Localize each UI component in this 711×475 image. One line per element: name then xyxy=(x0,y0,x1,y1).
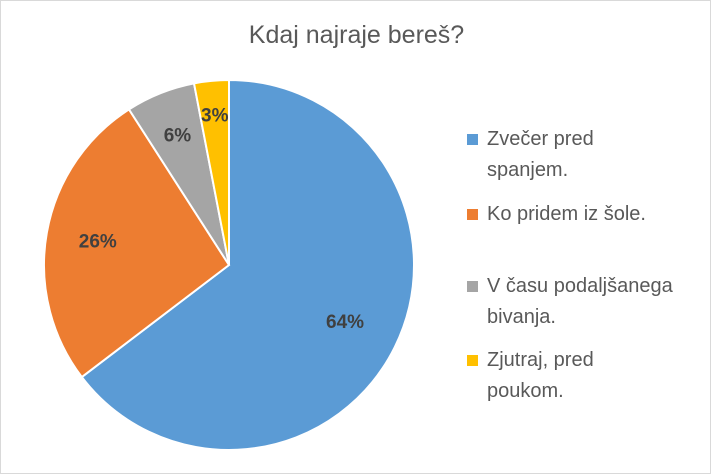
legend-item-podaljsano: V času podaljšanega bivanja. xyxy=(467,271,707,333)
chart-title: Kdaj najraje bereš? xyxy=(248,21,465,49)
legend-item-zjutraj: Zjutraj, pred poukom. xyxy=(467,345,707,407)
pie-slices xyxy=(43,78,415,451)
legend-swatch-podaljsano xyxy=(467,281,478,292)
legend-label-zvecer: Zvečer pred spanjem. xyxy=(487,128,594,181)
legend-swatch-zvecer xyxy=(467,134,478,145)
slice-zvecer xyxy=(80,78,415,451)
legend-label-ko-pridem: Ko pridem iz šole. xyxy=(487,203,646,225)
slice-zjutraj xyxy=(192,78,230,266)
legend-swatch-ko-pridem xyxy=(467,209,478,220)
legend-item-ko-pridem: Ko pridem iz šole. xyxy=(467,199,707,230)
slice-ko-pridem xyxy=(43,107,231,379)
legend-item-zvecer: Zvečer pred spanjem. xyxy=(467,124,707,186)
legend-swatch-zjutraj xyxy=(467,355,478,366)
data-label-zjutraj: 3% xyxy=(201,105,229,126)
legend-label-podaljsano: V času podaljšanega bivanja. xyxy=(487,275,673,328)
legend-label-zjutraj: Zjutraj, pred poukom. xyxy=(487,349,594,402)
data-label-podaljsano: 6% xyxy=(164,126,192,147)
data-label-zvecer: 64% xyxy=(326,312,364,333)
data-label-ko-pridem: 26% xyxy=(79,231,117,252)
pie-data-labels: 64% 26% 6% 3% xyxy=(79,105,364,333)
